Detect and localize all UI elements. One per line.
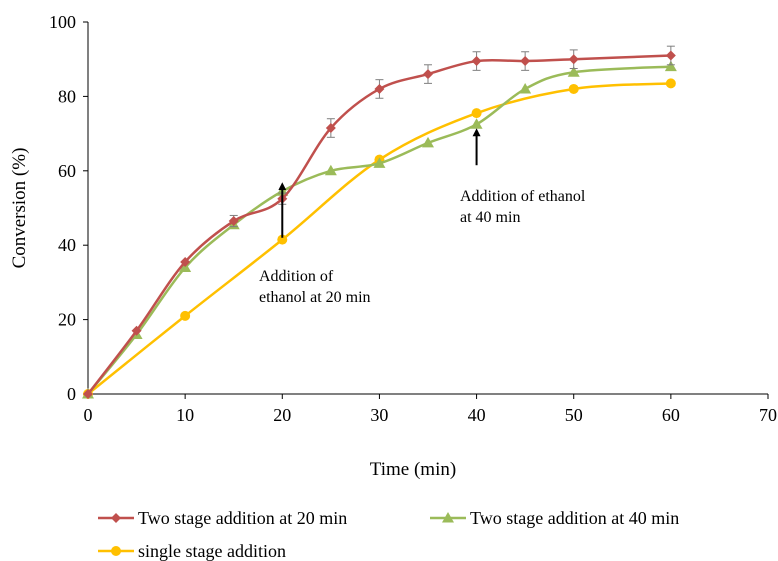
data-point <box>664 60 677 72</box>
data-point <box>131 325 142 336</box>
legend-marker <box>442 512 454 523</box>
data-point <box>568 83 579 94</box>
data-point <box>471 108 482 119</box>
data-point <box>325 123 336 134</box>
legend-item: single stage addition <box>98 541 286 561</box>
y-tick-label: 80 <box>58 86 76 106</box>
data-point <box>180 310 191 321</box>
y-axis-title: Conversion (%) <box>9 148 30 269</box>
data-point <box>519 82 532 94</box>
series-3 <box>83 78 676 399</box>
legend: Two stage addition at 20 min Two stage ad… <box>98 508 679 561</box>
y-tick-label: 20 <box>58 310 76 330</box>
y-tick-label: 60 <box>58 161 76 181</box>
data-point <box>277 234 288 245</box>
legend-label: Two stage addition at 20 min <box>138 508 347 528</box>
x-tick-label: 0 <box>84 405 93 425</box>
series-1 <box>83 45 676 399</box>
legend-marker <box>111 546 121 556</box>
y-tick-label: 40 <box>58 235 76 255</box>
legend-label: Two stage addition at 40 min <box>470 508 679 528</box>
axes <box>83 21 769 399</box>
series-line <box>87 82 671 395</box>
data-point <box>422 136 434 148</box>
x-tick-label: 50 <box>565 405 583 425</box>
series-group <box>82 45 677 399</box>
data-point <box>568 54 579 65</box>
data-point <box>83 389 93 399</box>
data-point <box>324 164 337 176</box>
data-point <box>373 157 386 168</box>
data-point <box>374 83 385 94</box>
annotation-text: at 40 min <box>460 209 520 226</box>
annotation-text: Addition of ethanol <box>460 188 586 205</box>
x-tick-label: 40 <box>468 405 486 425</box>
legend-item: Two stage addition at 20 min <box>98 508 347 528</box>
x-tick-label: 20 <box>273 405 291 425</box>
data-point <box>470 118 483 129</box>
y-tick-labels: 0 20 40 60 80 100 <box>49 12 76 404</box>
x-tick-label: 10 <box>176 405 194 425</box>
legend-label: single stage addition <box>138 541 286 561</box>
y-tick-label: 0 <box>67 384 76 404</box>
x-tick-label: 30 <box>370 405 388 425</box>
data-point <box>423 69 433 80</box>
x-tick-label: 70 <box>759 405 777 425</box>
annotations: Addition of ethanol at 20 min Addition of … <box>259 128 586 306</box>
legend-item: Two stage addition at 40 min <box>430 508 679 528</box>
data-point <box>520 56 531 67</box>
annotation-text: Addition of <box>259 268 334 285</box>
data-point <box>567 66 580 77</box>
data-point <box>471 56 482 67</box>
data-point <box>665 78 676 89</box>
y-tick-label: 100 <box>49 12 76 32</box>
series-2 <box>82 60 677 399</box>
data-point <box>665 50 676 61</box>
annotation-text: ethanol at 20 min <box>259 289 371 306</box>
legend-marker <box>111 513 121 523</box>
data-point <box>180 256 191 267</box>
series-line <box>87 54 671 395</box>
data-point <box>228 216 239 227</box>
x-tick-label: 60 <box>662 405 680 425</box>
series-line <box>87 65 671 395</box>
x-tick-labels: 0 10 20 30 40 50 60 70 <box>84 405 778 425</box>
x-axis-title: Time (min) <box>370 459 456 480</box>
